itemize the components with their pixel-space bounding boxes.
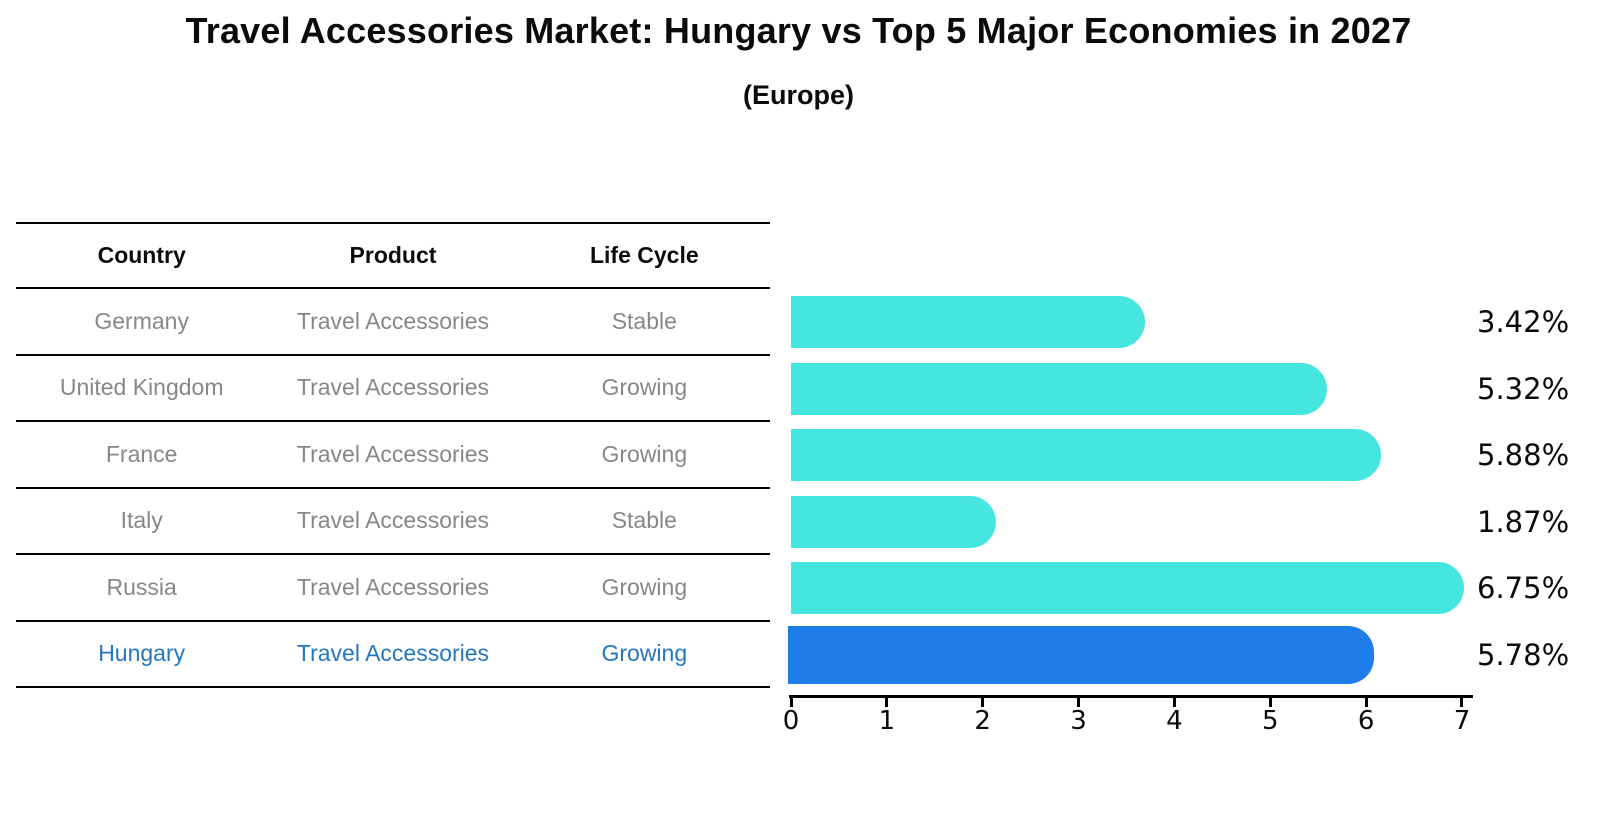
x-tick-label: 3 — [1070, 706, 1087, 736]
cell-life-cycle: Stable — [611, 507, 677, 534]
x-tick-label: 7 — [1453, 706, 1471, 736]
bar-value-label-united-kingdom: 5.32% — [1477, 371, 1570, 406]
x-axis-tick — [1268, 695, 1272, 707]
x-tick-label: 5 — [1262, 706, 1279, 736]
table-row: Russia Travel Accessories Growing — [16, 555, 770, 622]
bar-hungary — [788, 625, 1375, 684]
table-row: Italy Travel Accessories Stable — [16, 489, 770, 555]
cell-product: Travel Accessories — [296, 440, 490, 467]
x-tick-label: 6 — [1357, 706, 1375, 736]
bar-united-kingdom — [791, 362, 1327, 415]
column-header-country: Country — [97, 242, 186, 268]
bar-value-label-italy: 1.87% — [1477, 504, 1570, 539]
x-axis-line — [789, 695, 1473, 698]
x-axis-tick — [1460, 695, 1464, 707]
cell-country: France — [105, 440, 178, 467]
bar-russia — [791, 562, 1465, 614]
bar-italy — [791, 495, 997, 548]
table-row: Hungary Travel Accessories Growing — [16, 622, 770, 688]
x-tick-label: 2 — [974, 706, 991, 736]
x-axis-tick — [1364, 695, 1368, 707]
cell-life-cycle: Growing — [601, 440, 688, 467]
bar-value-label-germany: 3.42% — [1477, 305, 1570, 339]
cell-country: Italy — [120, 507, 163, 534]
column-header-product: Product — [349, 242, 437, 268]
x-axis-tick — [789, 695, 793, 707]
cell-country: Russia — [106, 573, 177, 600]
table-row: Germany Travel Accessories Stable — [16, 289, 770, 356]
bar-france — [791, 429, 1381, 481]
table-row: France Travel Accessories Growing — [16, 422, 770, 489]
comparison-table: Country Product Life Cycle Germany Trave… — [16, 222, 770, 688]
bar-value-label-france: 5.88% — [1477, 438, 1570, 472]
table-body: Germany Travel Accessories Stable United… — [16, 289, 770, 688]
cell-country: Germany — [94, 307, 189, 334]
x-axis-tick — [1077, 695, 1081, 707]
x-axis-tick — [1172, 695, 1176, 707]
x-axis-tick — [885, 695, 889, 707]
cell-life-cycle: Growing — [601, 374, 688, 401]
x-tick-label: 1 — [878, 706, 896, 736]
table-header-row: Country Product Life Cycle — [16, 224, 770, 289]
cell-product: Travel Accessories — [296, 307, 490, 334]
column-header-life-cycle: Life Cycle — [589, 242, 699, 268]
cell-country: United Kingdom — [59, 374, 224, 401]
chart-subtitle: (Europe) — [743, 80, 854, 110]
bar-germany — [791, 296, 1145, 348]
x-tick-label: 0 — [782, 706, 800, 736]
cell-product: Travel Accessories — [296, 573, 490, 600]
cell-country: Hungary — [98, 640, 186, 667]
x-axis-tick — [981, 695, 985, 707]
cell-product: Travel Accessories — [296, 374, 490, 401]
cell-life-cycle: Growing — [601, 640, 688, 667]
cell-product: Travel Accessories — [296, 640, 490, 667]
cell-product: Travel Accessories — [296, 507, 490, 534]
chart-title: Travel Accessories Market: Hungary vs To… — [185, 10, 1412, 51]
x-tick-label: 4 — [1166, 706, 1183, 736]
cell-life-cycle: Stable — [611, 307, 677, 334]
cell-life-cycle: Growing — [601, 573, 688, 600]
bar-value-label-hungary: 5.78% — [1477, 637, 1570, 672]
bar-value-label-russia: 6.75% — [1477, 571, 1570, 605]
table-row: United Kingdom Travel Accessories Growin… — [16, 356, 770, 422]
